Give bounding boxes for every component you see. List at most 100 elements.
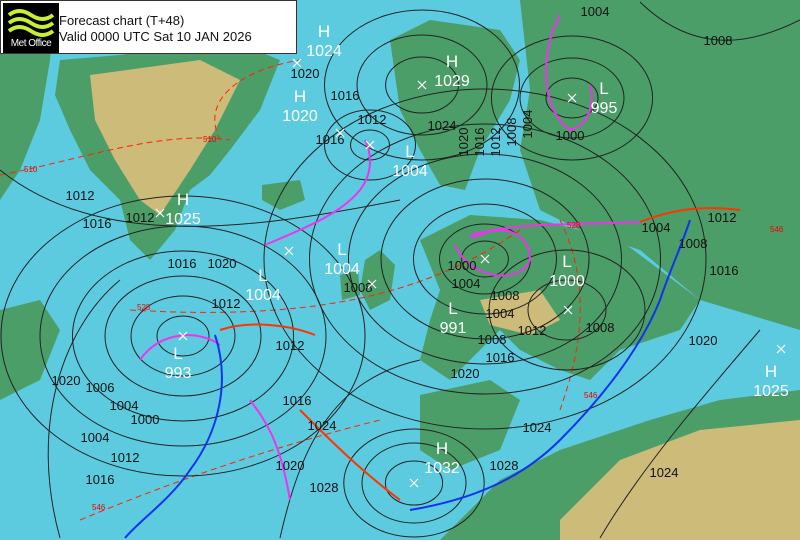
thickness-line — [214, 59, 301, 141]
centre-marker-icon — [155, 208, 165, 218]
centre-marker-icon — [480, 254, 490, 264]
thickness-label: 546 — [92, 503, 106, 512]
british-isles — [360, 250, 395, 310]
warm-front — [299, 409, 401, 501]
centre-type-L: L — [405, 142, 414, 161]
centre-type-L: L — [258, 266, 267, 285]
isobar — [639, 1, 800, 41]
isobar-label: 1012 — [708, 210, 737, 225]
thickness-line — [79, 419, 381, 521]
isobar — [380, 178, 590, 340]
isobar — [279, 359, 421, 539]
centre-value: 1032 — [424, 460, 460, 477]
centre-type-L: L — [448, 299, 457, 318]
centre-value: 1024 — [306, 43, 342, 60]
centre-marker-icon — [409, 478, 419, 488]
centre-value: 1020 — [282, 108, 318, 125]
isobar-label: 1016 — [283, 393, 312, 408]
isobar-label: 1016 — [83, 216, 112, 231]
centre-marker-icon — [284, 246, 294, 256]
centre-type-H: H — [436, 439, 448, 458]
isobar — [72, 250, 294, 422]
centre-marker-icon — [563, 305, 573, 315]
centre-value: 1025 — [753, 383, 789, 400]
isobar — [527, 279, 607, 341]
occluded-front — [545, 14, 593, 132]
isobar — [47, 279, 121, 539]
isobar — [309, 123, 661, 395]
isobar — [356, 34, 488, 136]
isobar-label: 1020 — [456, 128, 471, 157]
centre-marker-icon — [567, 93, 577, 103]
isobar-label: 1008 — [491, 288, 520, 303]
cold-front — [409, 219, 691, 511]
isobar-label: 1008 — [586, 320, 615, 335]
isobar-label: 1012 — [518, 323, 547, 338]
isobar — [413, 203, 557, 315]
thickness-label: 510 — [24, 165, 38, 174]
isobar — [385, 56, 459, 114]
isobar-label: 1012 — [111, 450, 140, 465]
isobar — [490, 35, 654, 161]
centre-value: 1004 — [324, 261, 360, 278]
isobar-label: 1004 — [581, 4, 610, 19]
scandinavia — [390, 20, 520, 190]
iberia — [420, 380, 520, 470]
isobar-label: 1000 — [448, 258, 477, 273]
isobar-label: 1004 — [520, 110, 535, 139]
isobar — [348, 153, 622, 365]
isobar-label: 1020 — [208, 256, 237, 271]
centre-marker-icon — [417, 80, 427, 90]
centre-value: 995 — [591, 100, 618, 117]
isobar-label: 1028 — [310, 480, 339, 495]
thickness-lines — [0, 59, 581, 521]
isobar-label: 1016 — [472, 128, 487, 157]
iceland — [262, 180, 305, 210]
pressure-centres: H 1024 H 1029 L 995 H 1020 L 1004 H 1025 L 1004 L 1004 L… — [155, 22, 789, 488]
met-office-logo: Met Office — [3, 3, 59, 53]
centre-type-H: H — [294, 87, 306, 106]
isobar — [361, 442, 467, 524]
centre-type-L: L — [173, 344, 182, 363]
centre-value: 1004 — [245, 287, 281, 304]
isobar-label: 1020 — [52, 373, 81, 388]
isobar-label: 1008 — [679, 236, 708, 251]
isobar-label: 1016 — [316, 132, 345, 147]
isobar-label: 1008 — [344, 280, 373, 295]
centre-type-H: H — [318, 22, 330, 41]
centre-type-H: H — [765, 362, 777, 381]
isobar-label: 1012 — [212, 296, 241, 311]
thickness-labels: 510 510 528 546 546 546 528 — [24, 135, 784, 512]
centre-value: 991 — [440, 320, 467, 337]
isobar-label: 1004 — [642, 220, 671, 235]
isobar-label: 1024 — [428, 118, 457, 133]
isobar-label: 1012 — [66, 188, 95, 203]
isobar — [130, 295, 236, 377]
centre-type-H: H — [177, 190, 189, 209]
warm-front — [639, 207, 741, 223]
occluded-front — [139, 334, 291, 501]
centre-value: 1004 — [392, 163, 428, 180]
fronts — [124, 14, 741, 539]
thickness-label: 546 — [770, 225, 784, 234]
isobar — [599, 329, 761, 539]
isobar-label: 1016 — [710, 263, 739, 278]
isobar-label: 1024 — [650, 465, 679, 480]
isobar-label: 1016 — [86, 472, 115, 487]
thickness-line — [129, 229, 521, 313]
isobar — [324, 9, 520, 161]
isobar — [545, 77, 599, 119]
finland-russia — [520, 0, 800, 330]
isobar — [324, 109, 416, 181]
centre-marker-icon — [365, 140, 375, 150]
isobar — [384, 460, 444, 506]
ireland — [340, 270, 360, 300]
thickness-label: 528 — [567, 221, 581, 230]
isobar-label: 1024 — [308, 418, 337, 433]
isobar — [343, 428, 485, 538]
centre-type-L: L — [562, 252, 571, 271]
logo-waves-icon — [7, 9, 55, 37]
